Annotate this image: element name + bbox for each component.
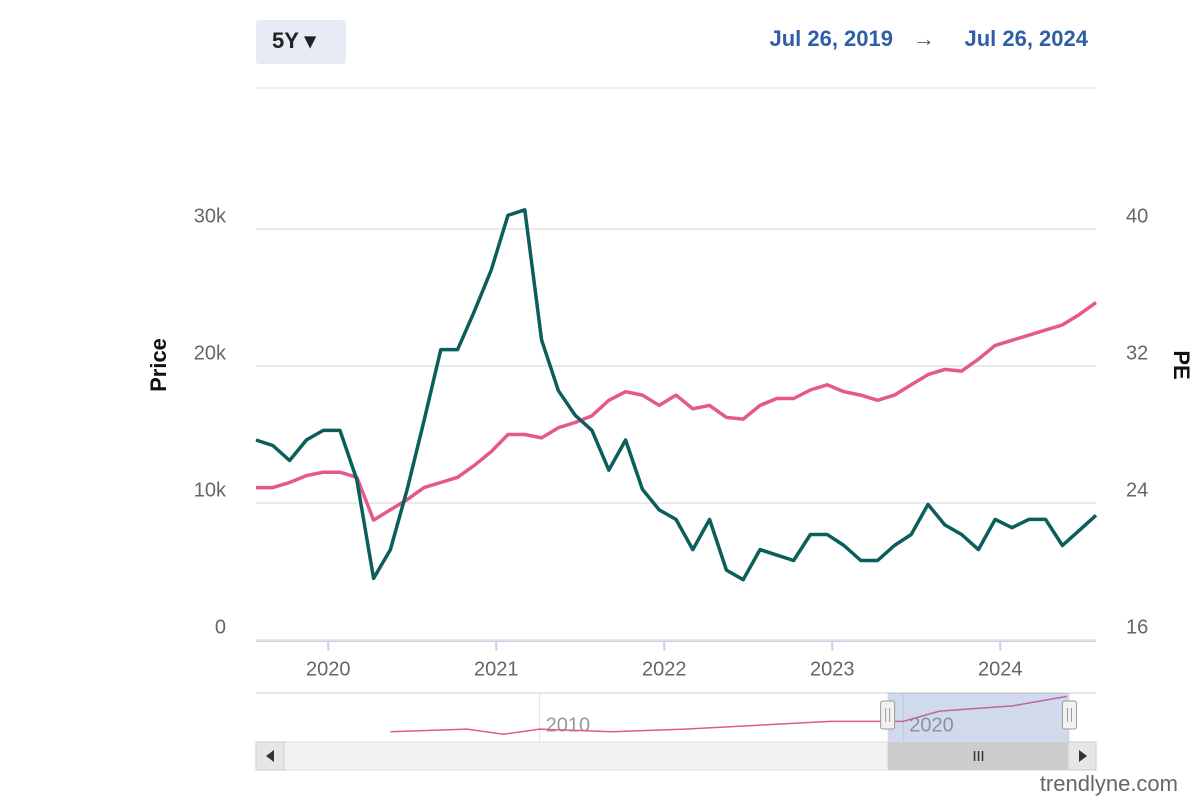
watermark: trendlyne.com <box>1040 771 1178 796</box>
x-tick-label: 2020 <box>306 658 351 680</box>
date-arrow: → <box>913 26 935 51</box>
navigator-handle[interactable] <box>1061 700 1077 730</box>
series-line <box>256 301 1098 522</box>
y2-tick-label: 24 <box>1126 479 1148 501</box>
date-to[interactable]: Jul 26, 2024 <box>964 26 1088 51</box>
navigator-tick-label: 2010 <box>546 714 591 736</box>
series-line <box>255 208 1098 582</box>
y2-tick-label: 40 <box>1126 205 1148 227</box>
x-tick-label: 2021 <box>474 658 519 680</box>
y-tick-label: 30k <box>194 205 227 227</box>
navigator-line <box>390 695 1068 736</box>
y-axis-title: Price <box>146 338 171 392</box>
y-tick-label: 10k <box>194 479 227 501</box>
range-button[interactable] <box>256 20 346 64</box>
x-tick-label: 2022 <box>642 658 687 680</box>
arrow-right <box>1079 750 1087 762</box>
navigator-mask <box>887 693 1070 742</box>
navigator-handle[interactable] <box>880 700 896 730</box>
y2-tick-label: 32 <box>1126 342 1148 364</box>
navigator-tick-label: 2020 <box>909 714 954 736</box>
x-tick-label: 2023 <box>810 658 855 680</box>
arrow-left <box>266 750 274 762</box>
y-tick-label: 0 <box>215 616 226 638</box>
y2-tick-label: 16 <box>1126 616 1148 638</box>
x-tick-label: 2024 <box>978 658 1023 680</box>
y-tick-label: 20k <box>194 342 227 364</box>
date-from[interactable]: Jul 26, 2019 <box>769 26 893 51</box>
navigator: 2010 2020 <box>255 692 1097 771</box>
y2-axis-title: PE <box>1169 350 1194 379</box>
range-label[interactable]: 5Y ▾ <box>272 28 317 53</box>
